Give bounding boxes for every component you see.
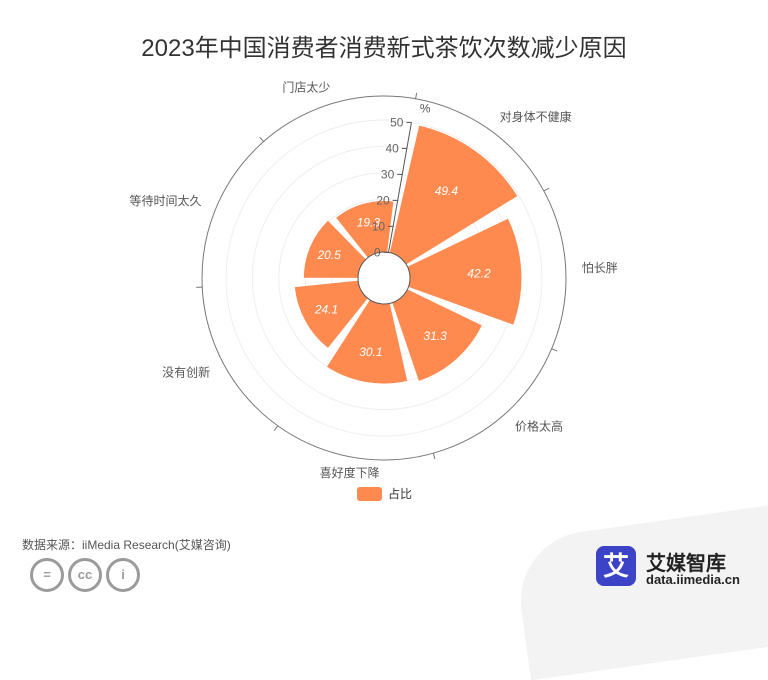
category-label: 对身体不健康 [500,109,572,124]
category-label: 门店太少 [282,79,330,94]
category-label: 喜好度下降 [320,465,380,480]
radius-tick-label: 20 [376,193,390,207]
angle-tick [260,137,264,141]
angle-tick [552,349,558,351]
polar-bar-chart: 49.442.231.330.124.120.519.3对身体不健康怕长胖价格太… [0,0,768,610]
radius-tick-label: 10 [372,219,386,233]
angle-tick [544,188,549,191]
data-label: 31.3 [423,329,447,343]
radius-tick-label: 40 [385,141,399,155]
data-source: 数据来源：iiMedia Research(艾媒咨询) [22,536,231,553]
angle-tick [433,453,435,459]
data-label: 49.4 [435,184,459,198]
data-label: 24.1 [314,302,338,316]
angle-tick [416,93,417,99]
inner-ring [358,252,410,304]
radius-unit-label: % [420,102,431,116]
person-icon: i [106,558,140,592]
data-label: 20.5 [316,248,341,262]
cc-icon: cc [68,558,102,592]
legend-swatch [357,487,382,501]
category-label: 怕长胖 [582,260,618,275]
equals-icon: = [30,558,64,592]
data-label: 42.2 [467,266,491,280]
legend-label: 占比 [388,486,412,501]
data-label: 30.1 [359,345,382,359]
brand-url: data.iimedia.cn [646,572,740,587]
category-label: 没有创新 [162,365,210,380]
category-label: 价格太高 [515,418,563,433]
category-label: 等待时间太久 [130,193,202,208]
angle-tick [274,426,278,431]
brand-logo-icon: 艾 [596,546,636,586]
radius-tick-label: 30 [381,167,395,181]
radius-tick-label: 50 [390,115,404,129]
